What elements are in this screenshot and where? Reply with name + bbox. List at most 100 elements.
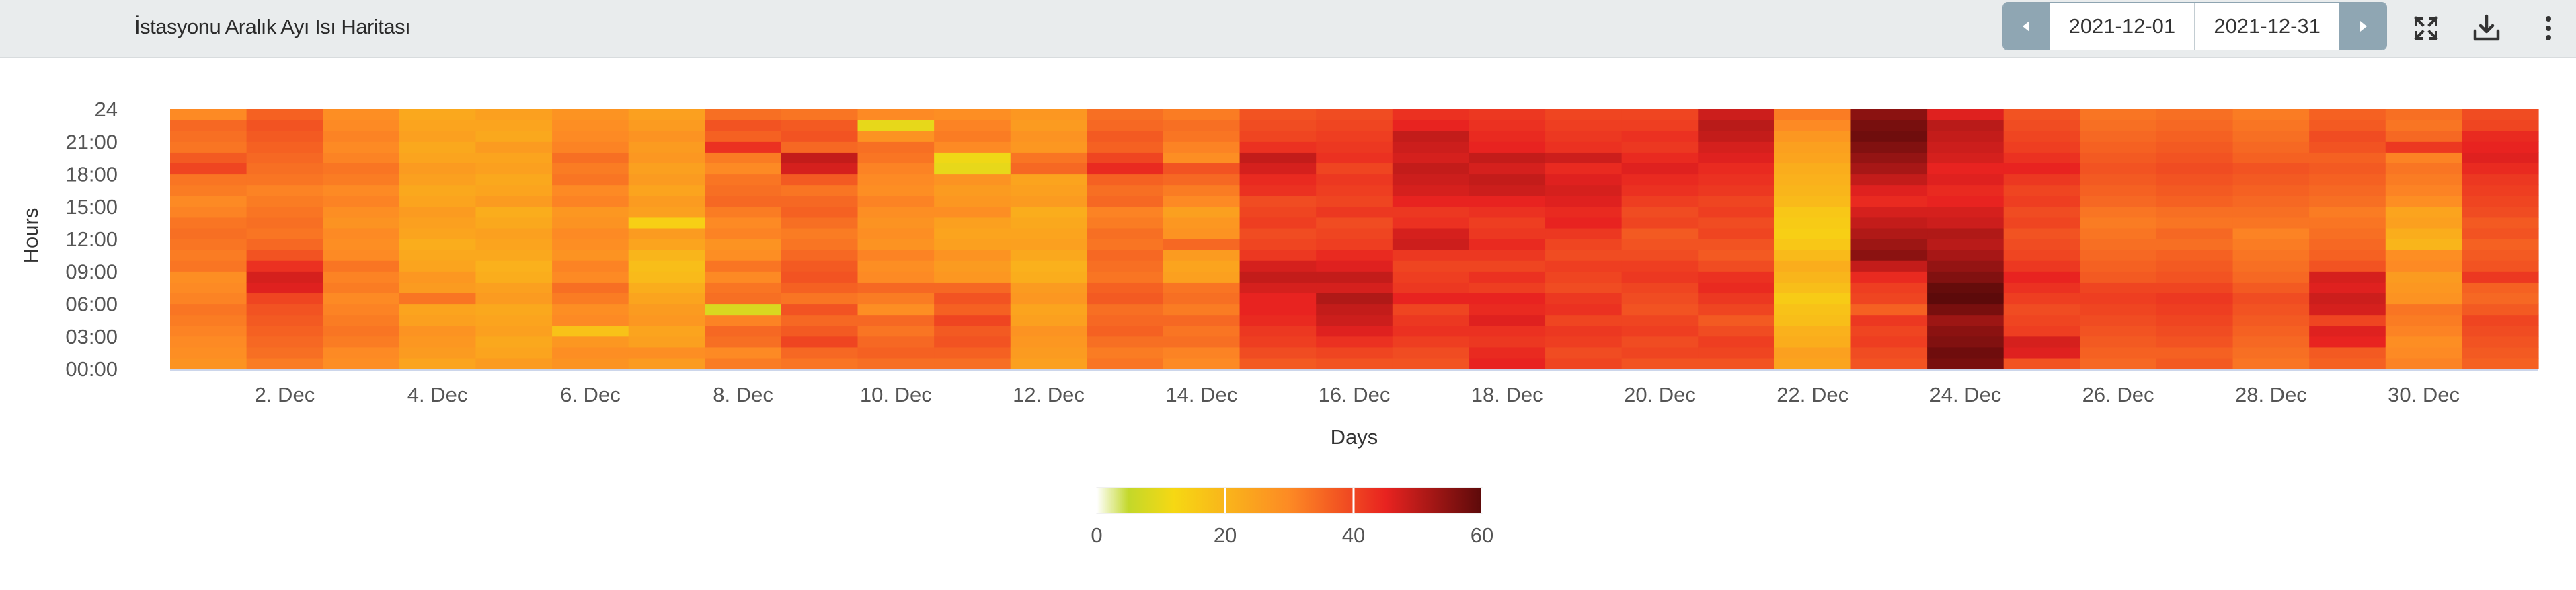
x-tick-label: 10. Dec xyxy=(860,383,932,406)
heatmap-cell xyxy=(628,357,705,369)
heatmap-cell xyxy=(934,141,1011,153)
heatmap-cell xyxy=(2156,217,2234,229)
heatmap-cell xyxy=(1010,357,1087,369)
heatmap-cell xyxy=(1698,184,1775,196)
heatmap-cell xyxy=(1087,174,1164,186)
heatmap-cell xyxy=(1698,325,1775,337)
heatmap-cell xyxy=(246,152,323,164)
heatmap-cell xyxy=(2080,336,2157,348)
heatmap-cell xyxy=(628,303,705,316)
heatmap-cell xyxy=(1927,239,2004,250)
heatmap-cell xyxy=(1927,346,2004,359)
download-button[interactable] xyxy=(2466,8,2507,48)
chart-header: İstasyonu Aralık Ayı Isı Haritası 2021-1… xyxy=(0,0,2576,58)
heatmap-cell xyxy=(1469,293,1546,305)
x-tick-label: 20. Dec xyxy=(1624,383,1696,406)
heatmap-cell xyxy=(1239,271,1317,283)
heatmap-cell xyxy=(323,120,400,131)
heatmap-cell xyxy=(2385,346,2462,359)
heatmap-cell xyxy=(2309,195,2386,207)
heatmap-cell xyxy=(1316,206,1393,218)
heatmap-cell xyxy=(1010,227,1087,239)
heatmap-cell xyxy=(934,120,1011,131)
heatmap-cell xyxy=(2309,336,2386,348)
heatmap-cell xyxy=(246,271,323,283)
heatmap-cell xyxy=(2462,195,2539,207)
heatmap-cell xyxy=(2309,174,2386,186)
heatmap-cell xyxy=(323,195,400,207)
heatmap-cell xyxy=(1239,217,1317,229)
heatmap-cell xyxy=(934,206,1011,218)
heatmap-cell xyxy=(2003,109,2080,120)
heatmap-cell xyxy=(1850,303,1928,316)
heatmap-cell xyxy=(2156,271,2234,283)
heatmap-cell xyxy=(1163,282,1241,294)
heatmap-cell xyxy=(2309,314,2386,326)
heatmap-cell xyxy=(1392,336,1470,348)
heatmap-cell xyxy=(323,152,400,164)
heatmap-cell xyxy=(399,217,477,229)
heatmap-cell xyxy=(1010,217,1087,229)
heatmap-cell xyxy=(1850,282,1928,294)
heatmap-cell xyxy=(399,293,477,305)
prev-range-button[interactable] xyxy=(2003,3,2050,50)
heatmap-cell xyxy=(1621,260,1699,272)
heatmap-cell xyxy=(1239,227,1317,239)
heatmap-cell xyxy=(1239,357,1317,369)
more-menu-button[interactable] xyxy=(2528,8,2569,48)
heatmap-cell xyxy=(170,336,247,348)
heatmap-cell xyxy=(246,239,323,250)
heatmap-cell xyxy=(1545,325,1623,337)
heatmap-cell xyxy=(781,346,859,359)
heatmap-cell xyxy=(857,206,935,218)
heatmap-cell xyxy=(399,120,477,131)
heatmap-cell xyxy=(323,325,400,337)
heatmap-cell xyxy=(2309,303,2386,316)
heatmap-cell xyxy=(1850,120,1928,131)
next-range-button[interactable] xyxy=(2339,3,2386,50)
fullscreen-button[interactable] xyxy=(2406,8,2446,48)
heatmap-cell xyxy=(1774,163,1852,175)
heatmap-cell xyxy=(1087,120,1164,131)
heatmap-cell xyxy=(552,109,629,120)
heatmap-cell xyxy=(2385,109,2462,120)
heatmap-cell xyxy=(2309,184,2386,196)
heatmap-cell xyxy=(2156,141,2234,153)
heatmap-cell xyxy=(1087,250,1164,261)
chevron-left-icon xyxy=(2022,21,2029,32)
heatmap-cell xyxy=(781,303,859,316)
heatmap-cell xyxy=(399,314,477,326)
x-tick-label: 2. Dec xyxy=(255,383,315,406)
heatmap-cell xyxy=(2232,271,2310,283)
heatmap-cell xyxy=(2232,314,2310,326)
heatmap-cell xyxy=(2156,282,2234,294)
heatmap-cell xyxy=(1163,227,1241,239)
heatmap-cell xyxy=(2080,282,2157,294)
heatmap-cell xyxy=(170,293,247,305)
heatmap-cell xyxy=(246,325,323,337)
heatmap-cell xyxy=(781,336,859,348)
heatmap-cell xyxy=(781,293,859,305)
heatmap-cell xyxy=(1316,303,1393,316)
heatmap-cell xyxy=(2156,293,2234,305)
y-tick-label: 06:00 xyxy=(65,293,118,316)
heatmap-cell xyxy=(1927,303,2004,316)
heatmap-cell xyxy=(1392,152,1470,164)
heatmap-cell xyxy=(1087,109,1164,120)
heatmap-cell xyxy=(246,163,323,175)
heatmap-cell xyxy=(1774,357,1852,369)
heatmap-cell xyxy=(475,141,553,153)
heatmap-cell xyxy=(1087,271,1164,283)
heatmap-cell xyxy=(1927,271,2004,283)
heatmap-cell xyxy=(1239,336,1317,348)
heatmap-cell xyxy=(246,250,323,261)
range-start-field[interactable]: 2021-12-01 xyxy=(2050,3,2195,50)
heatmap-cell xyxy=(246,174,323,186)
heatmap-cell xyxy=(323,293,400,305)
heatmap-cell xyxy=(2156,184,2234,196)
heatmap-cell xyxy=(1850,357,1928,369)
heatmap-cell xyxy=(1621,174,1699,186)
range-end-field[interactable]: 2021-12-31 xyxy=(2195,3,2340,50)
heatmap-cell xyxy=(1010,163,1087,175)
heatmap-cell xyxy=(781,314,859,326)
